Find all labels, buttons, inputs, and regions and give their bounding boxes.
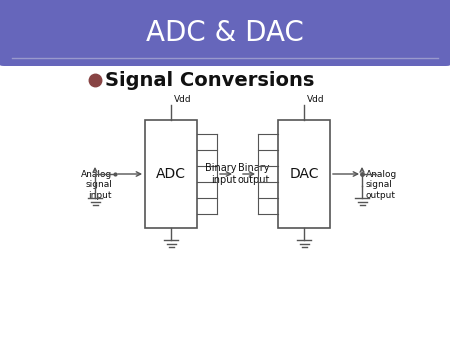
Text: Analog
signal
output: Analog signal output	[366, 170, 397, 200]
Text: Vdd: Vdd	[174, 95, 192, 104]
Text: Binary
output: Binary output	[238, 163, 270, 185]
Text: Vdd: Vdd	[307, 95, 324, 104]
Text: Analog
signal
input: Analog signal input	[81, 170, 112, 200]
Bar	[278, 120, 330, 228]
Text: DAC: DAC	[289, 167, 319, 181]
Text: Binary
input: Binary input	[206, 163, 237, 185]
FancyBboxPatch shape	[0, 0, 450, 66]
Text: Signal Conversions: Signal Conversions	[105, 71, 315, 90]
Bar	[145, 120, 197, 228]
Text: ADC: ADC	[156, 167, 186, 181]
Text: ADC & DAC: ADC & DAC	[146, 19, 304, 47]
Bar	[4, 30, 446, 62]
